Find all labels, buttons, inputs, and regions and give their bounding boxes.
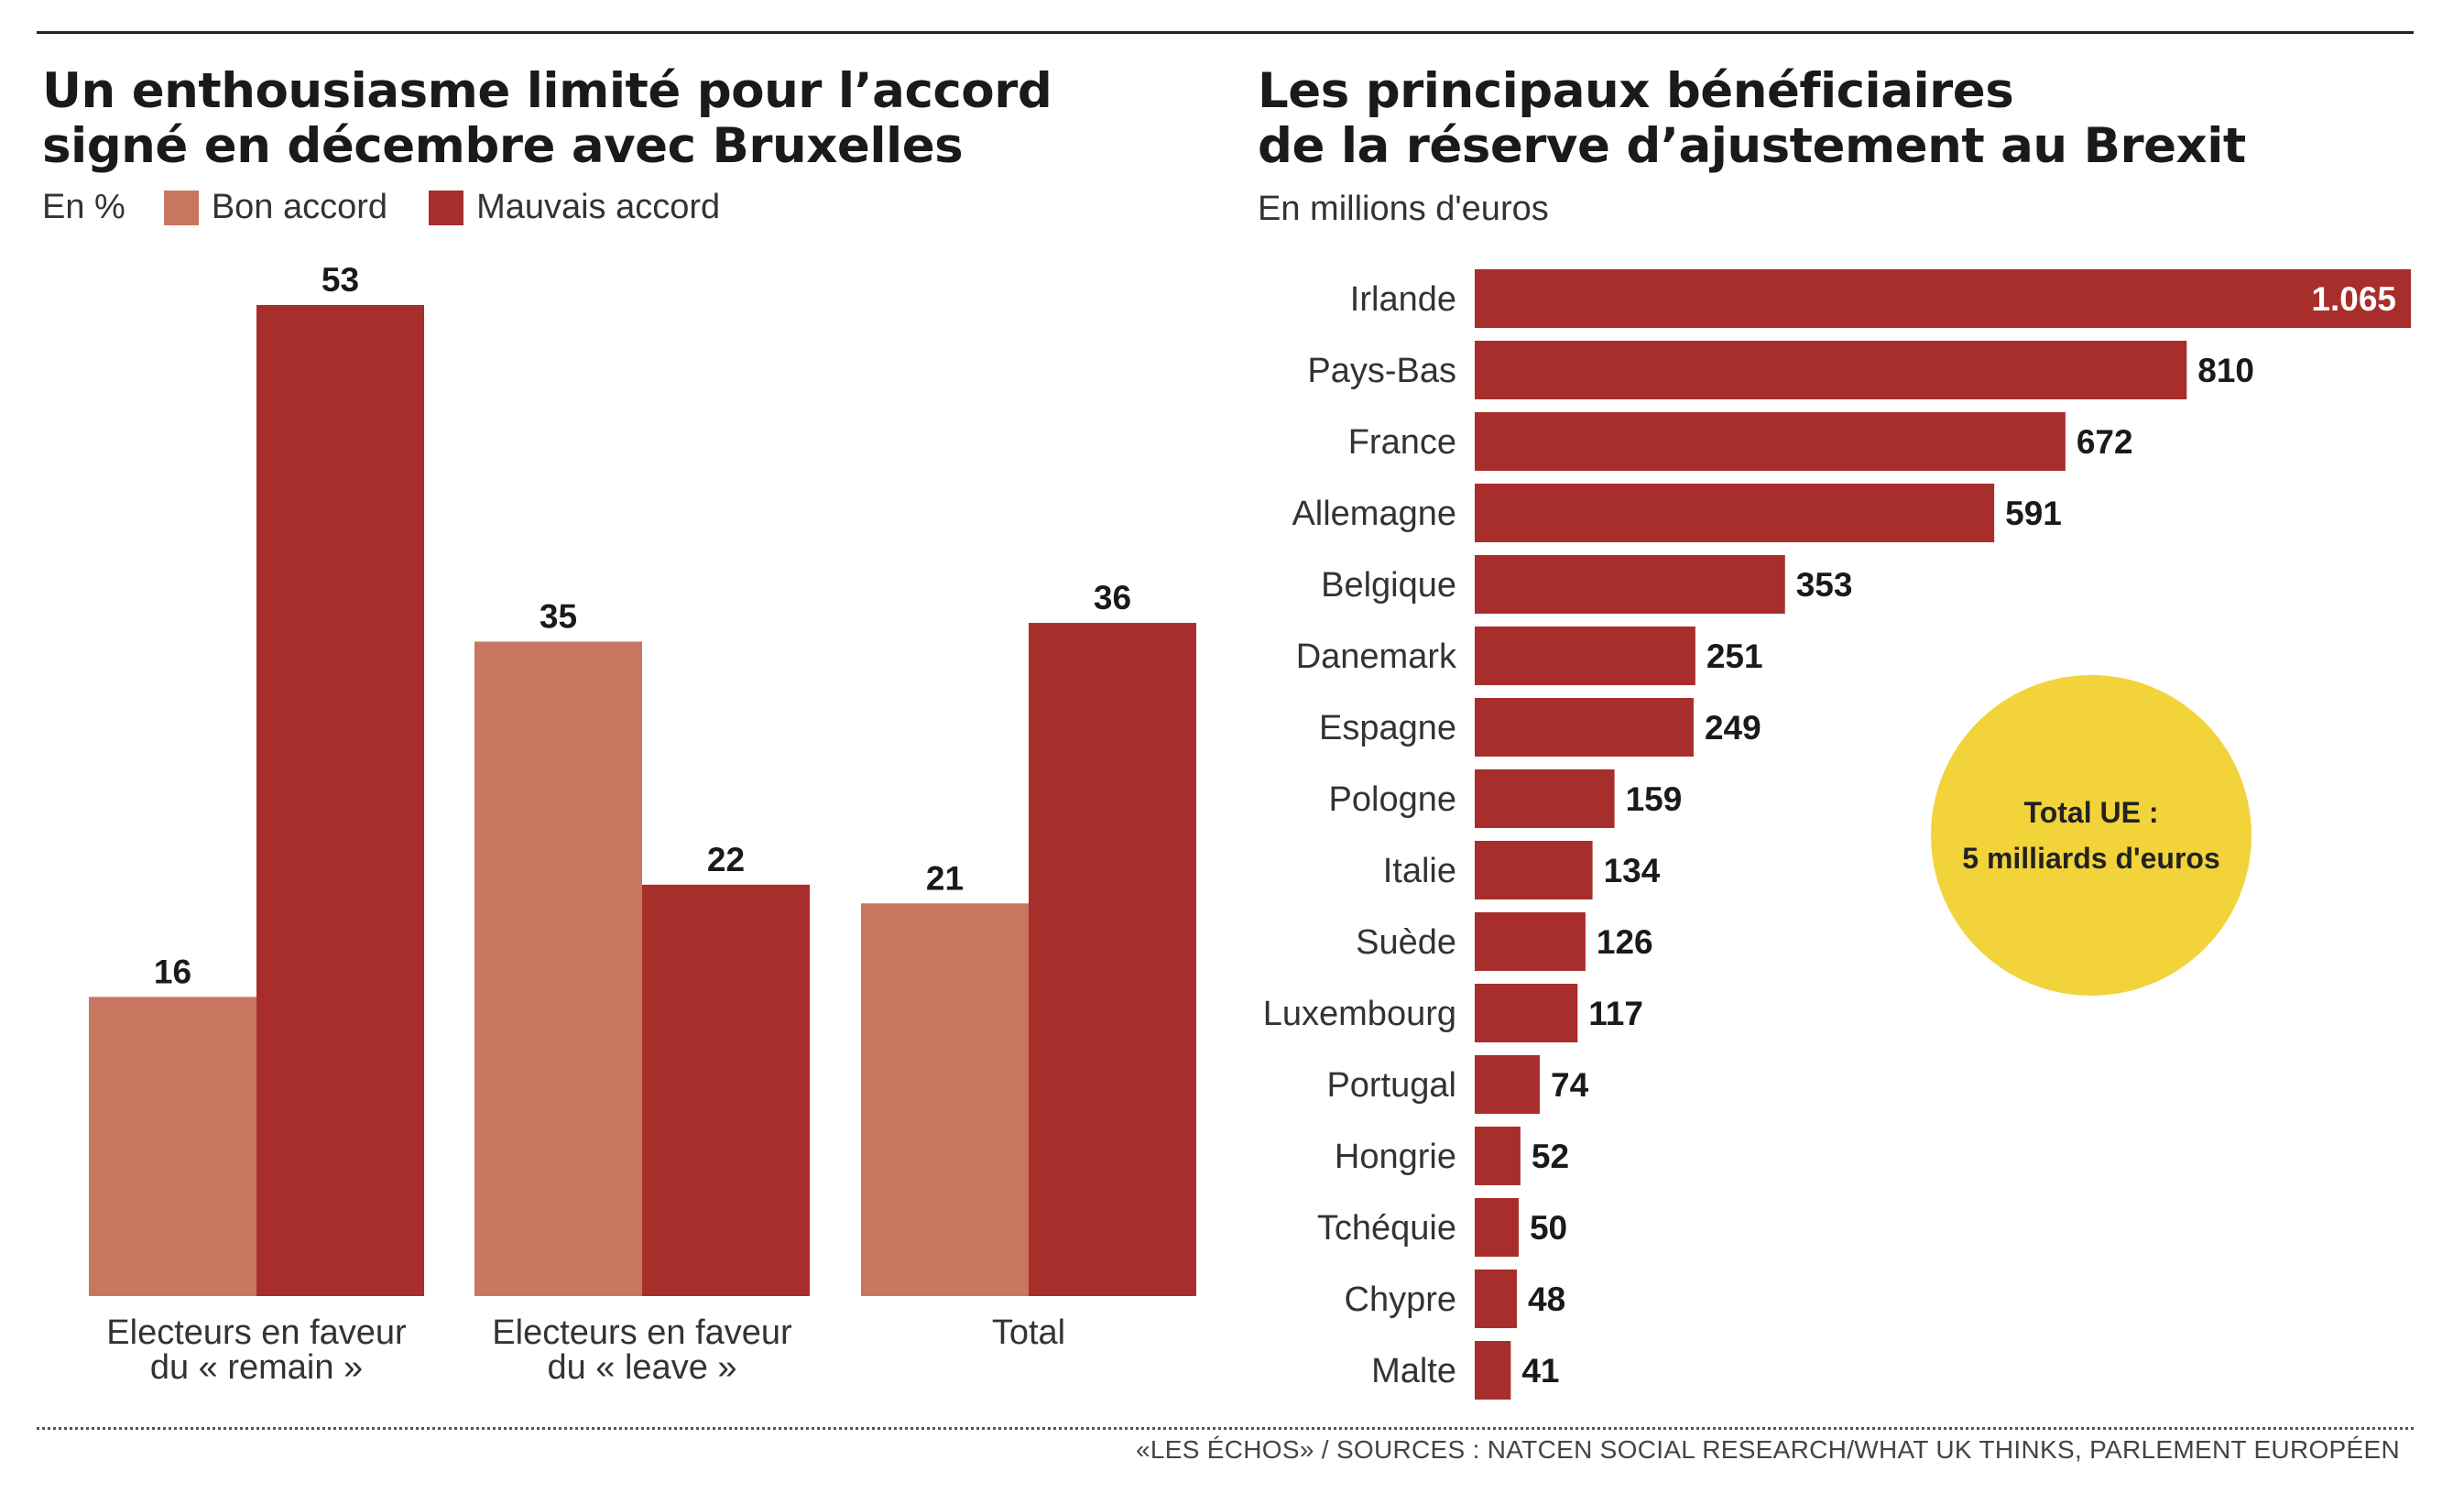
category-label: Pays-Bas [1307,352,1456,390]
source-credit: «LES ÉCHOS» / SOURCES : NATCEN SOCIAL RE… [1135,1435,2400,1464]
bar-value-label: 35 [540,597,577,635]
total-ue-label: Total UE : [2023,796,2159,829]
total-ue-value: 5 milliards d'euros [1962,842,2220,875]
category-label: Chypre [1345,1281,1457,1319]
category-label: Portugal [1326,1066,1456,1105]
bar-value-label: 22 [707,841,745,878]
hbar-portugal [1475,1055,1541,1114]
hbar-value-label: 353 [1796,566,1853,604]
x-category-label: Total [992,1313,1065,1352]
legend-swatch-mauvais-accord [429,190,464,225]
category-label: Danemark [1296,638,1457,676]
category-label: Irlande [1350,280,1456,319]
hbar-value-label: 50 [1530,1209,1567,1247]
right-chart-unit: En millions d'euros [1258,190,1549,228]
hbar-value-label: 810 [2197,352,2254,389]
bar-value-label: 53 [322,261,359,299]
category-label: Luxembourg [1263,995,1456,1033]
legend-label-mauvais-accord: Mauvais accord [476,188,721,226]
right-title-line-1: Les principaux bénéficiaires [1258,63,2014,119]
hbar-value-label: 48 [1528,1281,1565,1318]
hbar-belgique [1475,555,1785,614]
hbar-danemark [1475,627,1695,685]
hbar-value-label: 251 [1706,638,1763,675]
x-category-label: du « remain » [150,1348,363,1387]
hbar-value-label: 41 [1521,1352,1559,1390]
hbar-value-label: 1.065 [2311,280,2396,318]
right-title-line-2: de la réserve d’ajustement au Brexit [1258,118,2246,174]
left-legend: En % Bon accord Mauvais accord [42,188,761,227]
category-label: Belgique [1321,566,1456,605]
hbar-italie [1475,841,1593,899]
hbar-malte [1475,1341,1511,1400]
hbar-value-label: 672 [2077,423,2133,461]
hbar-value-label: 126 [1597,923,1653,961]
hbar-chypre [1475,1270,1518,1328]
bar-mauvais-accord-0 [256,305,424,1296]
legend-swatch-bon-accord [163,190,199,225]
total-ue-circle: Total UE : 5 milliards d'euros [1931,675,2251,996]
horizontal-bar-chart: Irlande 1.065 Pays-Bas 810 France 672 Allemagn… [1263,269,2411,1400]
category-label: Malte [1371,1352,1456,1390]
hbar-pologne [1475,769,1615,828]
category-label: France [1348,423,1456,462]
hbar-value-label: 52 [1532,1138,1569,1175]
bar-bon-accord-2 [861,903,1029,1296]
x-category-label: Electeurs en faveur [492,1313,792,1352]
category-label: Italie [1383,852,1456,890]
left-title-line-1: Un enthousiasme limité pour l’accord [42,63,1052,119]
hbar-value-label: 134 [1604,852,1661,889]
category-label: Allemagne [1292,495,1456,533]
hbar-luxembourg [1475,984,1578,1042]
x-category-label: du « leave » [547,1348,736,1387]
legend-item-mauvais-accord: Mauvais accord [429,188,720,227]
hbar-value-label: 159 [1626,780,1683,818]
hbar-value-label: 74 [1551,1066,1589,1104]
bottom-dotted-rule [37,1427,2414,1430]
category-label: Suède [1356,923,1456,962]
category-label: Tchéquie [1317,1209,1456,1248]
right-chart-title: Les principaux bénéficiaires de la réser… [1258,64,2246,174]
hbar-france [1475,412,2066,471]
legend-label-bon-accord: Bon accord [211,188,388,226]
hbar-irlande [1475,269,2411,328]
bar-bon-accord-1 [474,641,642,1296]
left-chart-title: Un enthousiasme limité pour l’accord sig… [42,64,1052,174]
left-unit-label: En % [42,188,125,226]
hbar-value-label: 591 [2005,495,2062,532]
category-label: Espagne [1319,709,1456,747]
legend-item-bon-accord: Bon accord [163,188,388,227]
bar-value-label: 21 [926,859,964,897]
bar-value-label: 16 [154,953,191,990]
hbar-allemagne [1475,484,1995,542]
hbar-suède [1475,912,1586,971]
bar-mauvais-accord-1 [642,884,810,1296]
category-label: Pologne [1329,780,1456,819]
hbar-value-label: 249 [1705,709,1761,747]
hbar-tchéquie [1475,1198,1519,1257]
bar-bon-accord-0 [89,997,256,1296]
bar-value-label: 36 [1094,579,1131,616]
left-title-line-2: signé en décembre avec Bruxelles [42,118,964,174]
hbar-pays-bas [1475,341,2187,399]
hbar-hongrie [1475,1127,1521,1185]
x-category-label: Electeurs en faveur [106,1313,407,1352]
top-rule [37,31,2414,34]
hbar-espagne [1475,698,1694,757]
bar-mauvais-accord-2 [1029,623,1196,1296]
category-label: Hongrie [1335,1138,1456,1176]
hbar-value-label: 117 [1588,995,1643,1032]
